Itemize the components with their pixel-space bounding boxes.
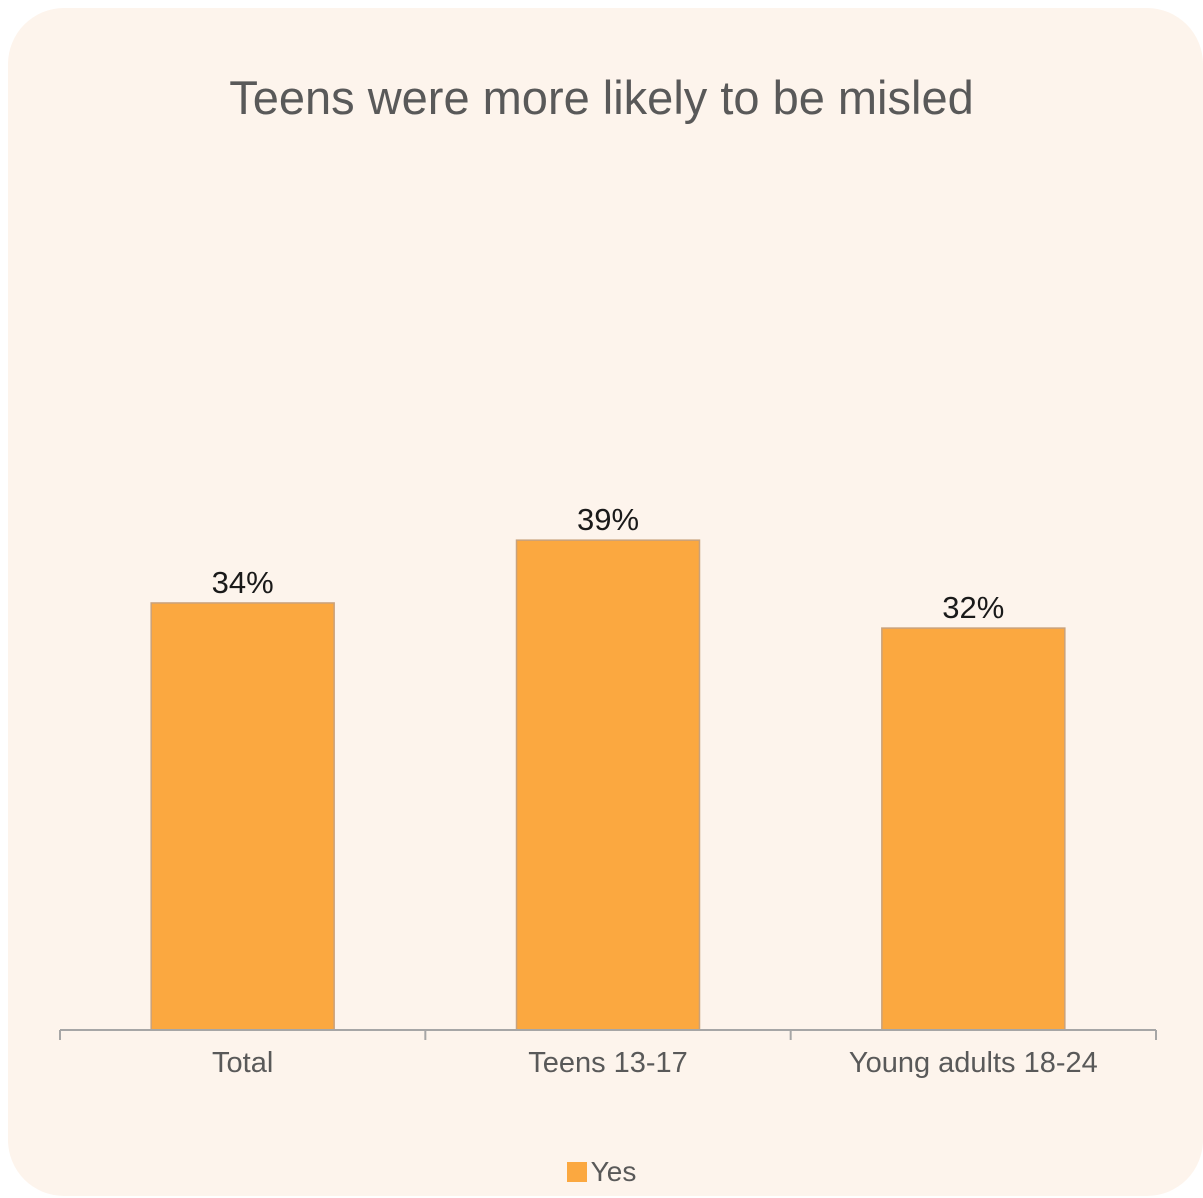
chart-title: Teens were more likely to be misled	[229, 71, 974, 124]
legend: Yes	[0, 1156, 1203, 1188]
bar-3	[881, 627, 1066, 1031]
x-tick-label-3: Young adults 18-24	[849, 1047, 1098, 1079]
x-axis: Total Teens 13-17 Young adults 18-24	[59, 1029, 1157, 1079]
bar-1	[150, 602, 335, 1031]
bars-layer	[150, 539, 1066, 1031]
data-labels-layer: 34% 39% 32%	[212, 502, 1005, 625]
x-tick-label-1: Total	[212, 1047, 273, 1079]
data-label-3: 32%	[942, 590, 1004, 625]
legend-label-yes: Yes	[590, 1156, 637, 1187]
legend-swatch-yes	[566, 1162, 587, 1182]
data-label-1: 34%	[212, 565, 274, 600]
data-label-2: 39%	[577, 502, 639, 537]
x-tick-label-2: Teens 13-17	[528, 1047, 688, 1079]
bar-2	[515, 539, 701, 1031]
